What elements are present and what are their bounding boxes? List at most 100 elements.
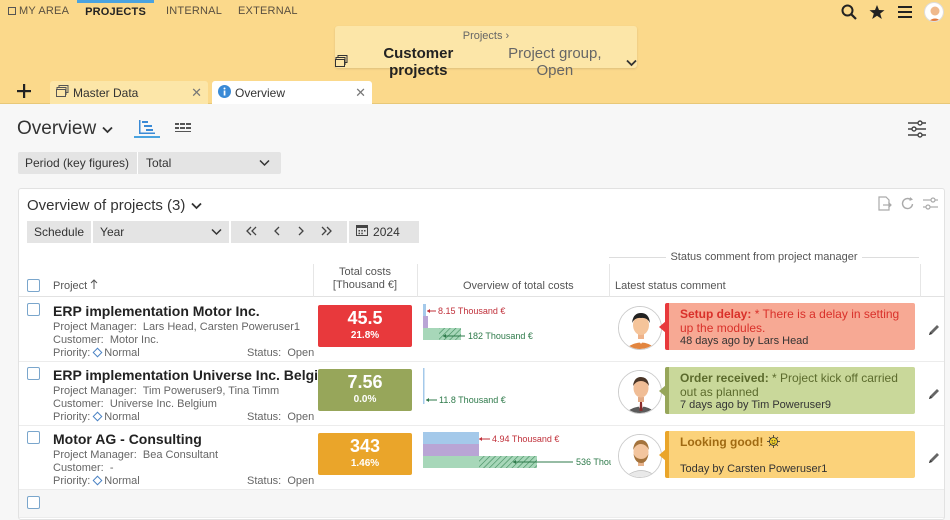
cost-overview-chart[interactable]: 8.15 Thousand € 182 Thousand € — [423, 304, 611, 356]
meta-label: Customer: — [53, 462, 104, 474]
last-period-icon[interactable] — [320, 221, 332, 243]
nav-my-area[interactable]: MY AREA — [0, 0, 77, 24]
kpi-percent: 0.0% — [353, 394, 377, 405]
breadcrumb-label: Projects — [462, 30, 503, 42]
tab-overview[interactable]: Overview ✕ — [212, 81, 372, 104]
project-manager: Project Manager: Bea Consultant — [53, 449, 218, 461]
nav-internal[interactable]: INTERNAL — [158, 0, 230, 24]
meta-label: Project Manager: — [53, 321, 137, 333]
project-manager: Project Manager: Lars Head, Carsten Powe… — [53, 321, 300, 333]
project-name[interactable]: ERP implementation Motor Inc. — [53, 303, 260, 319]
chart-bar — [423, 432, 479, 444]
column-overview-costs[interactable]: Overview of total costs — [463, 280, 574, 292]
project-customer: Customer: - — [53, 462, 114, 474]
nav-projects[interactable]: PROJECTS — [77, 0, 155, 24]
row-checkbox[interactable] — [27, 496, 40, 509]
year-value: 2024 — [373, 225, 400, 239]
schedule-year-select[interactable]: Year — [93, 221, 230, 243]
chart-label: 536 Thou — [576, 457, 611, 467]
project-status: Status: Open — [247, 347, 314, 359]
project-manager: Project Manager: Tim Poweruser9, Tina Ti… — [53, 385, 279, 397]
column-label: Overview of total costs — [463, 280, 574, 292]
close-icon[interactable]: ✕ — [191, 84, 202, 100]
comment-author: 7 days ago by Tim Poweruser9 — [680, 399, 832, 411]
chart-arrow-head — [427, 309, 430, 313]
refresh-icon[interactable] — [900, 196, 915, 214]
chart-label: 11.8 Thousand € — [439, 395, 506, 405]
column-label: Latest status comment — [615, 280, 726, 292]
kpi-total-costs[interactable]: 343 1.46% — [318, 433, 412, 475]
menu-icon[interactable] — [896, 3, 914, 21]
pencil-icon[interactable] — [927, 451, 941, 468]
row-checkbox[interactable] — [27, 431, 40, 444]
chart-bar — [423, 304, 426, 316]
breadcrumb[interactable]: Projects › — [462, 30, 510, 42]
column-project[interactable]: Project — [53, 279, 98, 292]
schedule-label: Schedule — [27, 221, 92, 243]
project-name[interactable]: ERP implementation Universe Inc. Belgium — [53, 367, 340, 383]
panel-title-label: Overview of projects (3) — [27, 197, 186, 214]
comment-author: Today by Carsten Poweruser1 — [680, 463, 828, 475]
cost-overview-chart[interactable]: 4.94 Thousand € 536 Thou — [423, 432, 611, 484]
meta-value: Tim Poweruser9, Tina Timm — [142, 385, 280, 397]
kpi-value: 343 — [349, 436, 381, 456]
project-priority: Priority: Normal — [53, 411, 140, 423]
pencil-icon[interactable] — [927, 323, 941, 340]
row-checkbox[interactable] — [27, 303, 40, 316]
close-icon[interactable]: ✕ — [355, 84, 366, 100]
user-avatar[interactable] — [924, 2, 944, 22]
next-period-icon[interactable] — [297, 221, 304, 243]
chart-label: 4.94 Thousand € — [492, 434, 559, 444]
meta-label: Status: — [247, 475, 282, 487]
calendar-icon — [356, 221, 369, 243]
table-row[interactable]: ERP implementation Universe Inc. Belgium… — [19, 362, 944, 426]
row-checkbox[interactable] — [27, 367, 40, 380]
column-latest-comment[interactable]: Latest status comment — [615, 280, 726, 292]
my-area-icon — [8, 7, 16, 15]
page-title[interactable]: Overview — [17, 118, 113, 140]
group-subtitle: Project group, Open — [508, 45, 602, 79]
project-group-selector[interactable]: Projects › Customer projects Project gro… — [335, 26, 637, 79]
nav-label: PROJECTS — [85, 6, 147, 18]
first-period-icon[interactable] — [246, 221, 258, 243]
previous-period-icon[interactable] — [274, 221, 281, 243]
export-icon[interactable] — [877, 196, 892, 214]
cost-overview-chart[interactable]: 11.8 Thousand € — [423, 368, 611, 420]
year-picker[interactable]: 2024 — [349, 221, 420, 243]
panel-title[interactable]: Overview of projects (3) — [27, 197, 203, 214]
kpi-total-costs[interactable]: 7.56 0.0% — [318, 369, 412, 411]
pencil-icon[interactable] — [927, 387, 941, 404]
table-row[interactable]: Motor AG - Consulting Project Manager: B… — [19, 426, 944, 490]
folder-icon — [335, 54, 348, 71]
period-selector[interactable]: Period (key figures) Total — [18, 152, 281, 174]
priority-diamond-icon — [92, 475, 103, 486]
kpi-total-costs[interactable]: 45.5 21.8% — [318, 305, 412, 347]
filter-sliders-icon[interactable] — [923, 196, 938, 214]
view-switch — [134, 118, 196, 138]
search-icon[interactable] — [840, 3, 858, 21]
project-status: Status: Open — [247, 411, 314, 423]
status-comment-bubble[interactable]: Looking good! Today by Carsten Poweruser… — [659, 431, 915, 478]
settings-sliders-icon[interactable] — [908, 120, 926, 141]
status-comment-bubble[interactable]: Order received: * Project kick off carri… — [659, 367, 915, 414]
gantt-view-icon[interactable] — [134, 118, 160, 138]
add-tab-button[interactable] — [10, 80, 38, 102]
tab-bar: Master Data ✕ Overview ✕ — [0, 78, 950, 104]
star-icon[interactable] — [868, 3, 886, 21]
table-row[interactable]: ERP implementation Motor Inc. Project Ma… — [19, 298, 944, 362]
chevron-down-icon[interactable] — [259, 156, 281, 170]
project-name[interactable]: Motor AG - Consulting — [53, 431, 202, 447]
bubble-pointer — [659, 321, 666, 333]
nav-external[interactable]: EXTERNAL — [230, 0, 306, 24]
tab-master-data[interactable]: Master Data ✕ — [50, 81, 208, 104]
status-comment-bubble[interactable]: Setup delay: * There is a delay in setti… — [659, 303, 915, 350]
tab-label: Overview — [235, 85, 286, 100]
table-view-icon[interactable] — [170, 118, 196, 138]
column-total-costs[interactable]: Total costs [Thousand €] — [313, 266, 417, 292]
column-divider — [920, 264, 921, 297]
chevron-down-icon[interactable] — [102, 118, 113, 140]
kpi-value: 7.56 — [347, 372, 383, 392]
chevron-down-icon[interactable] — [626, 54, 637, 71]
chevron-down-icon[interactable] — [191, 197, 203, 214]
select-all-checkbox[interactable] — [27, 279, 40, 292]
